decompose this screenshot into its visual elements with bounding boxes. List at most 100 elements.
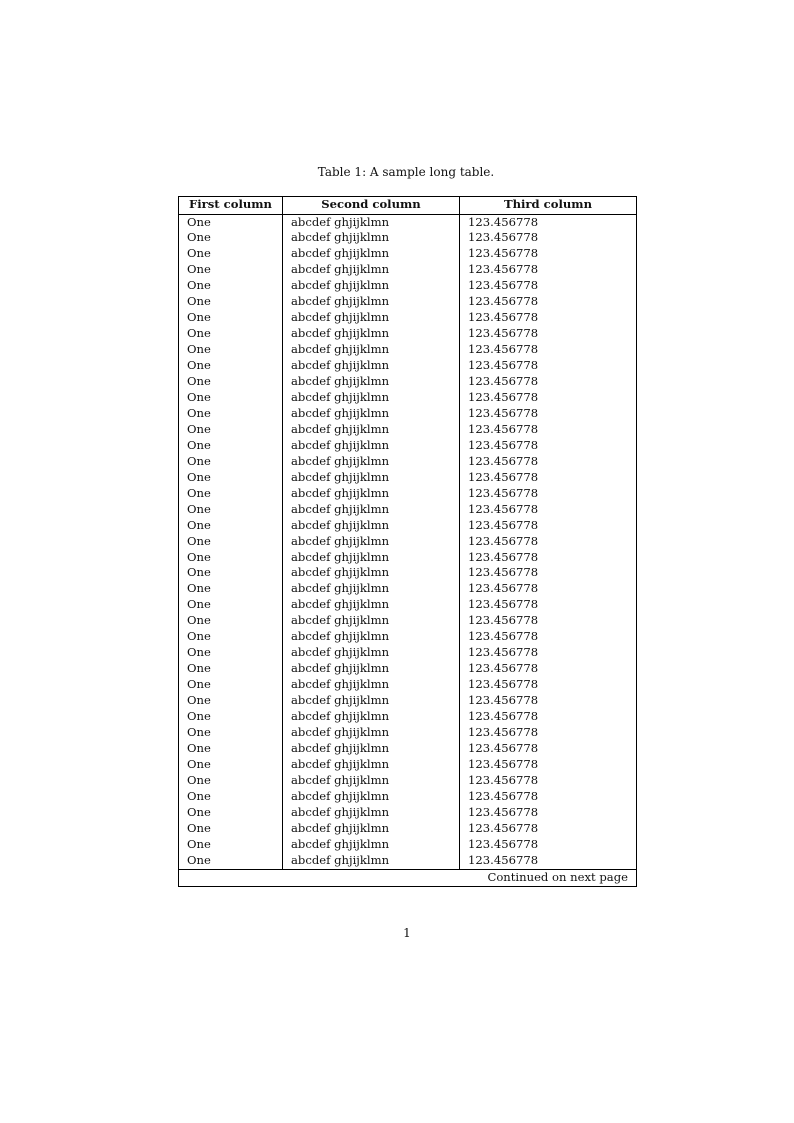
cell-third-column: 123.456778 (468, 836, 539, 851)
cell-second-column: abcdef ghjijklmn (282, 453, 460, 470)
cell-second-column: abcdef ghjijklmn (282, 661, 460, 678)
cell-first-column: One (178, 389, 283, 406)
cell-third-column: 123.456778 (468, 421, 539, 436)
table-row: One abcdef ghjijklmn 123.456778 (178, 852, 637, 870)
header-row: First column Second column Third column (178, 196, 637, 215)
table-row: One abcdef ghjijklmn 123.456778 (178, 581, 637, 598)
cell-third-column: 123.456778 (468, 677, 539, 692)
cell-third-column: 123.456778 (468, 342, 539, 357)
cell-third-column: 123.456778 (468, 693, 539, 708)
table-row: One abcdef ghjijklmn 123.456778 (178, 597, 637, 614)
cell-first-column: One (178, 453, 283, 470)
cell-first-column: One (178, 725, 283, 741)
table-row: One abcdef ghjijklmn 123.456778 (178, 740, 637, 757)
cell-third-column: 123.456778 (468, 565, 539, 580)
table-row: One abcdef ghjijklmn 123.456778 (178, 629, 637, 646)
cell-second-column: abcdef ghjijklmn (282, 852, 460, 870)
cell-third-column: 123.456778 (468, 629, 539, 644)
cell-third-column: 123.456778 (468, 772, 539, 787)
cell-third-column: 123.456778 (468, 613, 539, 628)
cell-first-column: One (178, 230, 283, 247)
cell-third-column: 123.456778 (468, 756, 539, 771)
cell-third-column: 123.456778 (468, 725, 539, 739)
cell-second-column: abcdef ghjijklmn (282, 533, 460, 550)
cell-first-column: One (178, 565, 283, 582)
table-row: One abcdef ghjijklmn 123.456778 (178, 358, 637, 375)
cell-third-column: 123.456778 (468, 852, 539, 867)
cell-first-column: One (178, 597, 283, 614)
cell-first-column: One (178, 533, 283, 550)
cell-first-column: One (178, 278, 283, 295)
cell-second-column: abcdef ghjijklmn (282, 820, 460, 837)
cell-third-column: 123.456778 (468, 437, 539, 452)
header-third-column: Third column (459, 196, 637, 215)
cell-first-column: One (178, 262, 283, 279)
cell-first-column: One (178, 405, 283, 422)
cell-first-column: One (178, 581, 283, 598)
cell-second-column: abcdef ghjijklmn (282, 214, 460, 231)
table-row: One abcdef ghjijklmn 123.456778 (178, 453, 637, 470)
cell-first-column: One (178, 772, 283, 789)
cell-second-column: abcdef ghjijklmn (282, 421, 460, 438)
header-second-column: Second column (282, 196, 460, 215)
table-row: One abcdef ghjijklmn 123.456778 (178, 310, 637, 327)
long-table: First column Second column Third column … (178, 196, 637, 887)
cell-third-column: 123.456778 (468, 358, 539, 373)
cell-first-column: One (178, 485, 283, 502)
table-row: One abcdef ghjijklmn 123.456778 (178, 693, 637, 710)
cell-second-column: abcdef ghjijklmn (282, 740, 460, 757)
cell-third-column: 123.456778 (468, 549, 539, 564)
table-row: One abcdef ghjijklmn 123.456778 (178, 262, 637, 279)
cell-third-column: 123.456778 (468, 374, 539, 389)
cell-second-column: abcdef ghjijklmn (282, 693, 460, 710)
page-number: 1 (403, 926, 411, 940)
cell-third-column: 123.456778 (468, 501, 539, 516)
table-row: One abcdef ghjijklmn 123.456778 (178, 214, 637, 231)
cell-first-column: One (178, 804, 283, 821)
cell-third-column: 123.456778 (468, 310, 539, 325)
table-row: One abcdef ghjijklmn 123.456778 (178, 485, 637, 502)
table-row: One abcdef ghjijklmn 123.456778 (178, 278, 637, 295)
cell-second-column: abcdef ghjijklmn (282, 677, 460, 694)
cell-third-column: 123.456778 (468, 278, 539, 293)
cell-third-column: 123.456778 (468, 533, 539, 548)
cell-first-column: One (178, 788, 283, 805)
cell-first-column: One (178, 326, 283, 343)
cell-second-column: abcdef ghjijklmn (282, 756, 460, 773)
cell-third-column: 123.456778 (468, 581, 539, 596)
cell-second-column: abcdef ghjijklmn (282, 645, 460, 662)
cell-second-column: abcdef ghjijklmn (282, 405, 460, 422)
cell-third-column: 123.456778 (468, 326, 539, 341)
table-row: One abcdef ghjijklmn 123.456778 (178, 661, 637, 678)
cell-second-column: abcdef ghjijklmn (282, 597, 460, 614)
table-row: One abcdef ghjijklmn 123.456778 (178, 725, 637, 741)
cell-first-column: One (178, 294, 283, 311)
cell-first-column: One (178, 310, 283, 327)
table-row: One abcdef ghjijklmn 123.456778 (178, 421, 637, 438)
table-row: One abcdef ghjijklmn 123.456778 (178, 549, 637, 566)
table-row: One abcdef ghjijklmn 123.456778 (178, 788, 637, 805)
table-row: One abcdef ghjijklmn 123.456778 (178, 613, 637, 630)
cell-second-column: abcdef ghjijklmn (282, 581, 460, 598)
cell-second-column: abcdef ghjijklmn (282, 517, 460, 534)
cell-first-column: One (178, 374, 283, 390)
cell-third-column: 123.456778 (468, 405, 539, 420)
table-row: One abcdef ghjijklmn 123.456778 (178, 342, 637, 359)
cell-second-column: abcdef ghjijklmn (282, 485, 460, 502)
cell-second-column: abcdef ghjijklmn (282, 788, 460, 805)
cell-second-column: abcdef ghjijklmn (282, 262, 460, 279)
cell-first-column: One (178, 421, 283, 438)
cell-third-column: 123.456778 (468, 389, 539, 404)
table-row: One abcdef ghjijklmn 123.456778 (178, 565, 637, 582)
cell-third-column: 123.456778 (468, 740, 539, 755)
cell-third-column: 123.456778 (468, 709, 539, 724)
cell-second-column: abcdef ghjijklmn (282, 310, 460, 327)
table-row: One abcdef ghjijklmn 123.456778 (178, 326, 637, 343)
cell-second-column: abcdef ghjijklmn (282, 613, 460, 630)
cell-second-column: abcdef ghjijklmn (282, 804, 460, 821)
cell-third-column: 123.456778 (468, 788, 539, 803)
cell-second-column: abcdef ghjijklmn (282, 389, 460, 406)
cell-third-column: 123.456778 (468, 485, 539, 500)
cell-second-column: abcdef ghjijklmn (282, 246, 460, 263)
cell-first-column: One (178, 246, 283, 263)
